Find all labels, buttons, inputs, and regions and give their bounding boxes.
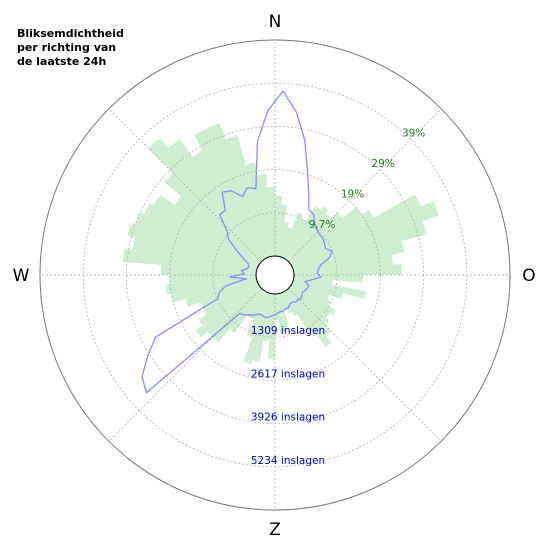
count-tick-label: 5234 inslagen: [251, 455, 325, 467]
grid-spoke: [108, 288, 262, 442]
density-bar: [229, 289, 265, 334]
density-bar: [293, 278, 367, 299]
direction-labels: N O Z W: [13, 12, 536, 540]
strikes-line: [141, 90, 333, 394]
density-bar: [285, 289, 332, 348]
pct-tick-label: 19%: [341, 188, 364, 200]
density-bar: [289, 285, 330, 318]
density-bar: [185, 279, 258, 307]
center-hole: [255, 255, 295, 295]
grid-spoke: [288, 288, 442, 442]
density-bar: [243, 292, 271, 365]
count-tick-label: 3926 inslagen: [251, 412, 325, 424]
density-bar: [153, 194, 260, 266]
density-bar: [276, 293, 286, 333]
density-bar: [250, 291, 267, 320]
density-bar: [275, 195, 282, 257]
density-bar: [288, 212, 343, 263]
chart-title-line-1: Bliksemdichtheid: [17, 27, 124, 40]
density-bar: [174, 196, 261, 265]
density-bar: [202, 283, 259, 315]
density-bar: [257, 174, 274, 257]
density-bar: [171, 278, 257, 303]
density-bar: [279, 292, 288, 311]
density-bar: [291, 194, 422, 267]
density-bar: [292, 221, 427, 271]
grid-spoke: [288, 108, 442, 262]
density-bar: [200, 281, 258, 309]
polar-grid: [39, 39, 511, 511]
density-bar: [278, 222, 289, 257]
direction-label: Z: [269, 520, 281, 540]
tick-labels: 9,7% 19% 29% 39% 1309 inslagen 2617 inslagen 3…: [251, 127, 425, 466]
density-bar: [281, 212, 304, 258]
density-bar: [207, 287, 262, 338]
pct-tick-label: 39%: [402, 127, 425, 139]
density-bar: [291, 283, 332, 307]
density-bar: [281, 292, 293, 314]
density-bar: [198, 284, 260, 326]
grid-ring: [169, 169, 381, 381]
density-bar: [293, 275, 364, 283]
density-bar: [284, 206, 321, 260]
pct-tick-label: 29%: [371, 158, 394, 170]
density-bar: [168, 139, 265, 261]
density-bar: [206, 123, 269, 258]
density-bar: [135, 212, 258, 269]
direction-label: O: [522, 266, 535, 286]
density-bar: [148, 138, 263, 262]
density-bar: [279, 227, 292, 258]
density-bar: [252, 293, 272, 362]
density-bar: [288, 287, 330, 326]
chart-title-line-2: per richting van: [17, 41, 117, 54]
grid-ring: [212, 212, 338, 338]
strikes-layer: [141, 90, 333, 394]
direction-label: W: [13, 266, 30, 286]
direction-label: N: [269, 12, 282, 32]
density-bar: [284, 290, 314, 333]
density-bar: [132, 237, 257, 272]
grid-spoke: [108, 108, 262, 262]
density-bar: [165, 276, 257, 295]
density-bar: [292, 281, 330, 300]
density-bar: [192, 150, 266, 260]
density-bar: [127, 222, 258, 271]
density-bar: [289, 207, 362, 265]
density-bar: [267, 293, 275, 359]
density-bar: [293, 276, 333, 286]
density-bar: [195, 285, 261, 338]
density-bar: [293, 263, 402, 275]
density-bar: [283, 218, 307, 259]
density-bar: [292, 201, 439, 269]
density-bar: [225, 135, 271, 258]
density-bar: [164, 172, 262, 263]
density-bar: [122, 248, 257, 274]
density-bar: [292, 279, 344, 300]
count-tick-label: 2617 inslagen: [251, 368, 325, 380]
density-bar: [194, 128, 267, 259]
density-bar: [267, 186, 275, 257]
density-bar: [245, 162, 272, 257]
density-bar: [160, 265, 257, 275]
density-bar: [246, 290, 266, 318]
outer-ring: [39, 39, 511, 511]
pct-tick-label: 9,7%: [309, 219, 336, 231]
chart-title: Bliksemdichtheid per richting van de laa…: [17, 27, 177, 69]
count-tick-label: 1309 inslagen: [251, 325, 325, 337]
density-bar: [144, 202, 259, 267]
density-bar: [285, 206, 329, 261]
density-bar: [276, 204, 288, 257]
density-bar: [290, 209, 374, 266]
density-bar: [287, 214, 332, 262]
chart-title-line-3: de laatste 24h: [17, 55, 107, 68]
density-bars: [122, 123, 439, 365]
